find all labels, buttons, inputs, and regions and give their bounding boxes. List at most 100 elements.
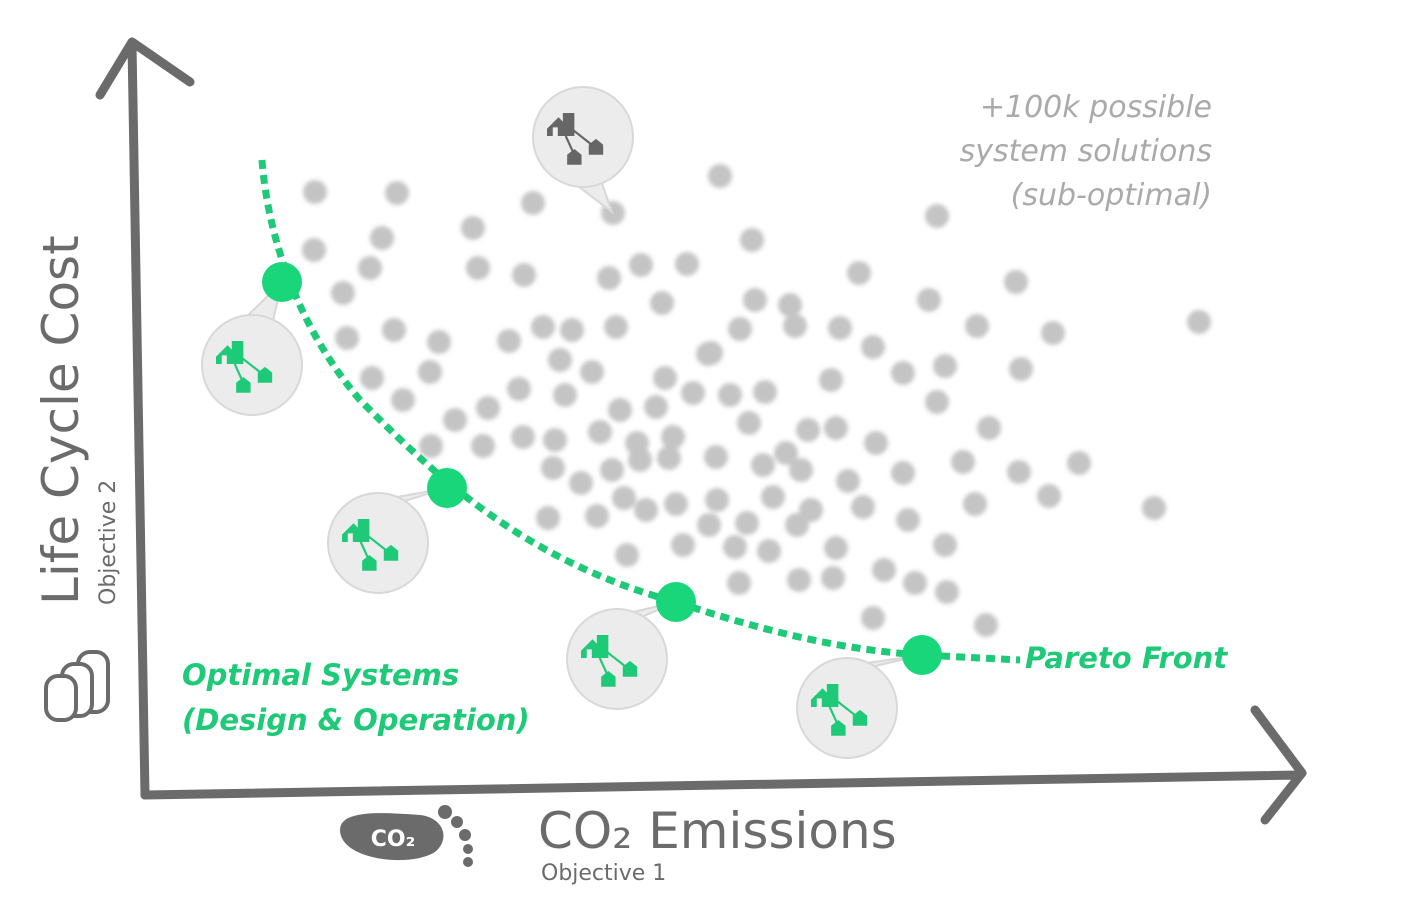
solution-dot <box>548 348 572 372</box>
solution-dot <box>1187 310 1211 334</box>
solution-dot <box>705 488 729 512</box>
solution-dot <box>847 261 871 285</box>
solution-dot <box>965 314 989 338</box>
solution-dot <box>681 381 705 405</box>
solution-dot <box>634 498 658 522</box>
solution-dot <box>821 566 845 590</box>
solution-dot <box>466 256 490 280</box>
solution-dot <box>569 471 593 495</box>
solution-dot <box>461 216 485 240</box>
footprint-label: CO₂ <box>371 827 415 852</box>
solution-dot <box>629 253 653 277</box>
solution-dot <box>935 580 959 604</box>
solution-dot <box>864 431 888 455</box>
optimal-label: Optimal Systems <box>182 658 459 692</box>
solution-dot <box>723 535 747 559</box>
x-axis-label: CO₂ Emissions <box>538 802 897 860</box>
solution-dot <box>789 458 813 482</box>
solution-dot <box>743 288 767 312</box>
solution-dot <box>851 495 875 519</box>
solution-dot <box>1041 321 1065 345</box>
solution-dot <box>917 288 941 312</box>
solution-dot <box>497 329 521 353</box>
solution-dot <box>391 388 415 412</box>
solution-dot <box>699 341 723 365</box>
solution-dot <box>774 441 798 465</box>
solution-dot <box>891 461 915 485</box>
solution-dot <box>819 368 843 392</box>
solution-dot <box>507 377 531 401</box>
solution-dot <box>872 558 896 582</box>
solution-dot <box>553 383 577 407</box>
optimal-label: (Design & Operation) <box>182 703 530 737</box>
solution-dot <box>443 408 467 432</box>
solution-dot <box>476 396 500 420</box>
solution-dot <box>650 291 674 315</box>
solution-dot <box>787 568 811 592</box>
solution-dot <box>925 204 949 228</box>
solution-dot <box>1009 357 1033 381</box>
solution-dot <box>335 326 359 350</box>
solution-dot <box>977 416 1001 440</box>
solution-dot <box>727 571 751 595</box>
solution-dot <box>836 469 860 493</box>
solution-dot <box>761 485 785 509</box>
solution-dot <box>418 360 442 384</box>
solution-dot <box>704 445 728 469</box>
solution-dot <box>382 318 406 342</box>
solution-dot <box>751 453 775 477</box>
solution-dot <box>824 536 848 560</box>
solution-dot <box>708 164 732 188</box>
solution-dot <box>543 428 567 452</box>
solution-dot <box>951 450 975 474</box>
y-axis-sublabel: Objective 2 <box>96 480 121 605</box>
solution-dot <box>303 180 327 204</box>
optimal-point <box>902 635 942 675</box>
solution-dot <box>718 383 742 407</box>
solution-dot <box>644 395 668 419</box>
solution-dot <box>740 228 764 252</box>
suboptimal-label: system solutions <box>960 134 1212 169</box>
solution-dot <box>1004 270 1028 294</box>
solution-dot <box>974 613 998 637</box>
solution-dot <box>903 571 927 595</box>
solution-dot <box>358 256 382 280</box>
suboptimal-label: +100k possible <box>980 90 1212 125</box>
solution-dot <box>604 315 628 339</box>
solution-dot <box>664 492 688 516</box>
solution-dot <box>427 330 451 354</box>
solution-dot <box>511 425 535 449</box>
coins-icon <box>44 650 110 722</box>
footprint-icon <box>340 805 473 867</box>
solution-dot <box>933 354 957 378</box>
solution-dot <box>861 335 885 359</box>
x-axis <box>140 705 1307 825</box>
solution-dot <box>778 293 802 317</box>
solution-dot <box>531 315 555 339</box>
solution-dot <box>757 539 781 563</box>
solution-dot <box>783 314 807 338</box>
solution-dot <box>1142 496 1166 520</box>
solution-dot <box>697 513 721 537</box>
solution-dot <box>671 533 695 557</box>
suboptimal-solutions <box>302 164 1211 637</box>
solution-dot <box>1007 460 1031 484</box>
solution-dot <box>661 425 685 449</box>
solution-dot <box>963 492 987 516</box>
solution-dot <box>615 543 639 567</box>
solution-dot <box>896 508 920 532</box>
solution-dot <box>512 263 536 287</box>
y-axis <box>95 37 195 800</box>
solution-dot <box>612 486 636 510</box>
y-axis-label: Life Cycle Cost <box>32 235 90 605</box>
solution-dot <box>728 317 752 341</box>
solution-dot <box>933 533 957 557</box>
solution-dot <box>471 434 495 458</box>
solution-dot <box>370 226 394 250</box>
solution-dot <box>891 361 915 385</box>
solution-dot <box>331 281 355 305</box>
solution-dot <box>536 506 560 530</box>
solution-dot <box>521 191 545 215</box>
solution-dot <box>861 606 885 630</box>
solution-dot <box>541 456 565 480</box>
